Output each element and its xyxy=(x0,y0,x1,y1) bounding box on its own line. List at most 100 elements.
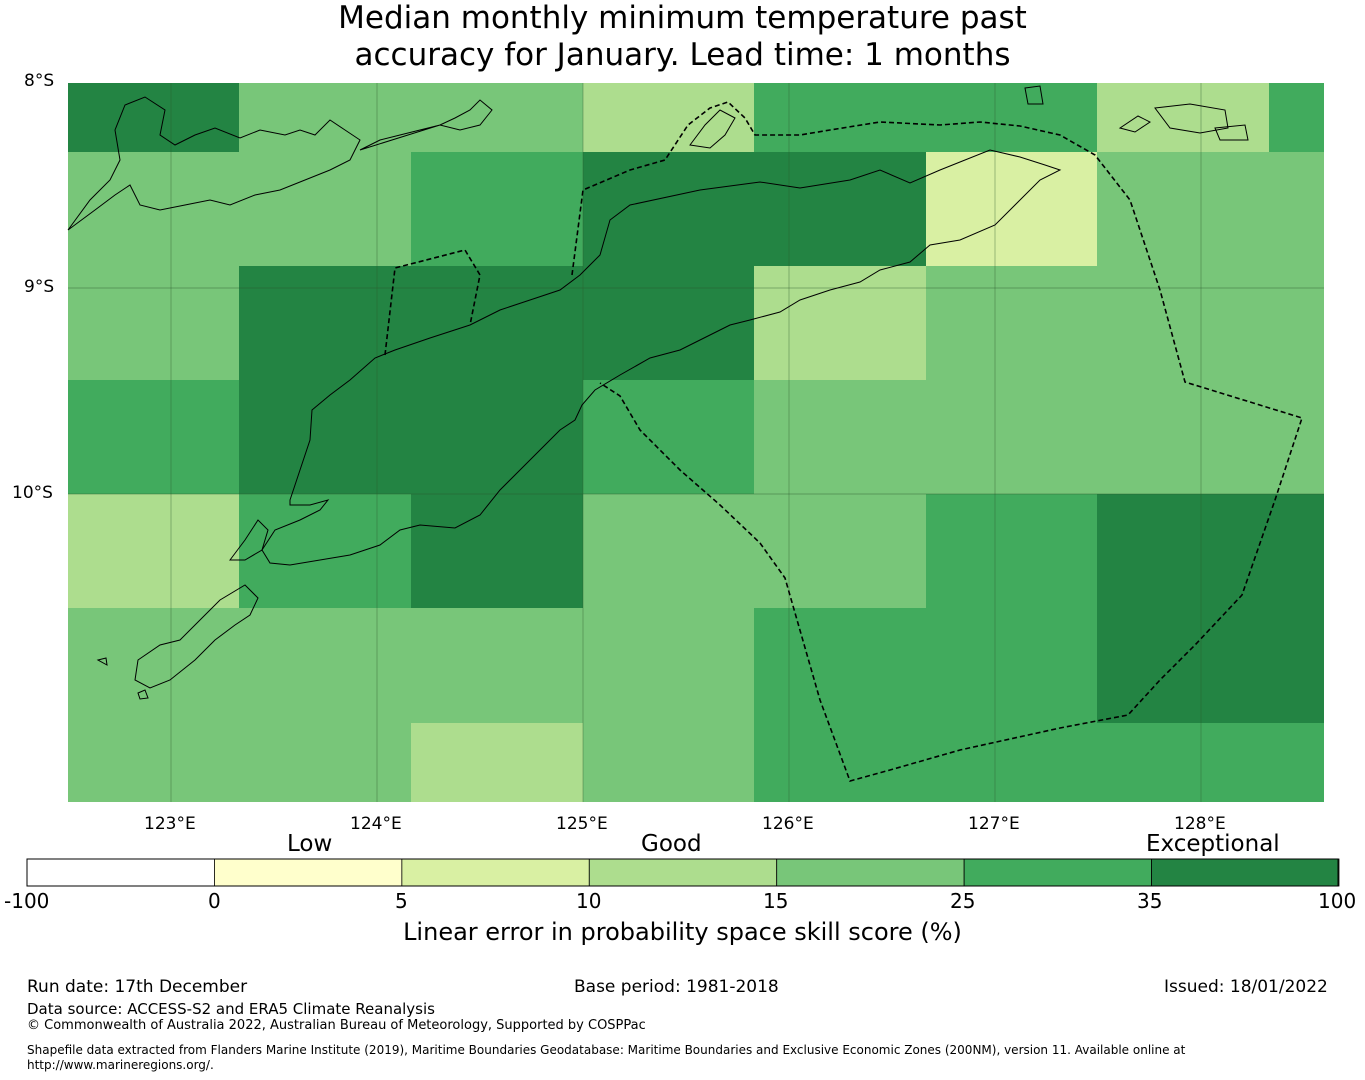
cb-tick-5: 5 xyxy=(395,889,408,913)
grid-cell xyxy=(583,152,754,266)
colorbar-swatch xyxy=(963,858,1152,887)
grid-cell xyxy=(583,608,754,723)
grid-cell xyxy=(411,152,583,266)
lon-label-125e: 125°E xyxy=(556,814,608,834)
grid-cell xyxy=(68,723,239,802)
grid-cell xyxy=(68,380,239,494)
lat-label-10s: 10°S xyxy=(12,483,53,503)
grid-cell xyxy=(926,83,1097,152)
tier-label-low: Low xyxy=(287,831,333,857)
grid-cell xyxy=(411,723,583,802)
wetar-coastline xyxy=(359,99,493,151)
grid-cell xyxy=(411,494,583,608)
grid-cell xyxy=(926,494,1097,608)
lat-label-9s: 9°S xyxy=(24,277,55,297)
flores-alor-coastline xyxy=(67,96,361,231)
colorbar-label: Linear error in probability space skill … xyxy=(403,918,962,946)
tier-label-exceptional: Exceptional xyxy=(1146,831,1280,857)
data-source: Data source: ACCESS-S2 and ERA5 Climate … xyxy=(27,1000,435,1018)
skill-grid xyxy=(68,83,1324,802)
grid-cell xyxy=(754,83,926,152)
base-period: Base period: 1981-2018 xyxy=(574,977,779,997)
grid-cell xyxy=(754,152,926,266)
graticule xyxy=(68,83,1324,802)
colorbar-swatch xyxy=(1151,858,1340,887)
grid-cell xyxy=(1269,152,1324,266)
chart-title: Median monthly minimum temperature past … xyxy=(0,0,1365,74)
grid-cell xyxy=(926,723,1097,802)
grid-cell xyxy=(583,266,754,380)
grid-cell xyxy=(926,266,1097,380)
colorbar-swatch xyxy=(588,858,778,887)
grid-cell xyxy=(1097,494,1269,608)
grid-cell xyxy=(239,83,411,152)
timor-coastline xyxy=(261,149,1062,566)
colorbar-swatch xyxy=(401,858,590,887)
title-line-2: accuracy for January. Lead time: 1 month… xyxy=(354,37,1011,73)
run-date: Run date: 17th December xyxy=(27,977,248,997)
grid-cell xyxy=(1097,83,1269,152)
colorbar-frame xyxy=(26,858,1339,887)
grid-cell xyxy=(239,380,411,494)
grid-cell xyxy=(1097,380,1269,494)
title-line-1: Median monthly minimum temperature past xyxy=(338,0,1027,36)
cb-tick-10: 10 xyxy=(576,889,602,913)
cb-tick-0: 0 xyxy=(208,889,221,913)
grid-cell xyxy=(68,152,239,266)
lat-label-8s: 8°S xyxy=(24,71,55,91)
semau-coastline xyxy=(134,584,259,689)
cb-tick-15: 15 xyxy=(763,889,789,913)
issued-date: Issued: 18/01/2022 xyxy=(1164,977,1328,997)
shapefile-credit-2: http://www.marineregions.org/. xyxy=(27,1058,214,1072)
grid-cell xyxy=(1097,266,1269,380)
grid-cell xyxy=(68,83,239,152)
grid-cell xyxy=(1269,266,1324,380)
colorbar-swatch xyxy=(214,858,403,887)
grid-cell xyxy=(68,266,239,380)
grid-cell xyxy=(754,723,926,802)
shapefile-credit-1: Shapefile data extracted from Flanders M… xyxy=(27,1043,1186,1057)
grid-cell xyxy=(239,608,411,723)
kisar-coastline xyxy=(1024,85,1044,105)
cb-tick-100: 100 xyxy=(1318,889,1357,913)
grid-cell xyxy=(239,266,411,380)
cb-tick-neg100: -100 xyxy=(4,889,50,913)
grid-cell xyxy=(411,380,583,494)
copyright: © Commonwealth of Australia 2022, Austra… xyxy=(27,1018,646,1033)
maritime-boundary xyxy=(384,101,1304,782)
small-island-1 xyxy=(96,657,108,666)
grid-cell xyxy=(754,380,926,494)
lon-label-123e: 123°E xyxy=(144,814,196,834)
lon-label-127e: 127°E xyxy=(968,814,1020,834)
colorbar-swatches xyxy=(26,858,1340,887)
grid-cell xyxy=(1269,723,1324,802)
grid-cell xyxy=(754,266,926,380)
grid-cell xyxy=(1269,83,1324,152)
grid-cell xyxy=(754,608,926,723)
grid-cell xyxy=(1269,494,1324,608)
grid-cell xyxy=(68,494,239,608)
tier-label-good: Good xyxy=(641,831,702,857)
grid-cell xyxy=(1097,152,1269,266)
leti-coastline xyxy=(1118,115,1151,133)
colorbar xyxy=(26,858,1340,887)
cb-tick-35: 35 xyxy=(1137,889,1163,913)
colorbar-swatch xyxy=(26,858,215,887)
grid-cell xyxy=(239,723,411,802)
grid-cell xyxy=(583,380,754,494)
grid-cell xyxy=(411,608,583,723)
grid-cell xyxy=(68,608,239,723)
small-island-2 xyxy=(137,689,149,700)
grid-cell xyxy=(926,608,1097,723)
grid-cell xyxy=(583,494,754,608)
grid-cell xyxy=(1097,723,1269,802)
lon-label-124e: 124°E xyxy=(350,814,402,834)
grid-cell xyxy=(411,266,583,380)
grid-cell xyxy=(583,83,754,152)
colorbar-swatch xyxy=(776,858,965,887)
grid-cell xyxy=(754,494,926,608)
lakor-coastline xyxy=(1214,124,1249,141)
atauro-coastline xyxy=(689,109,736,149)
grid-cell xyxy=(239,494,411,608)
